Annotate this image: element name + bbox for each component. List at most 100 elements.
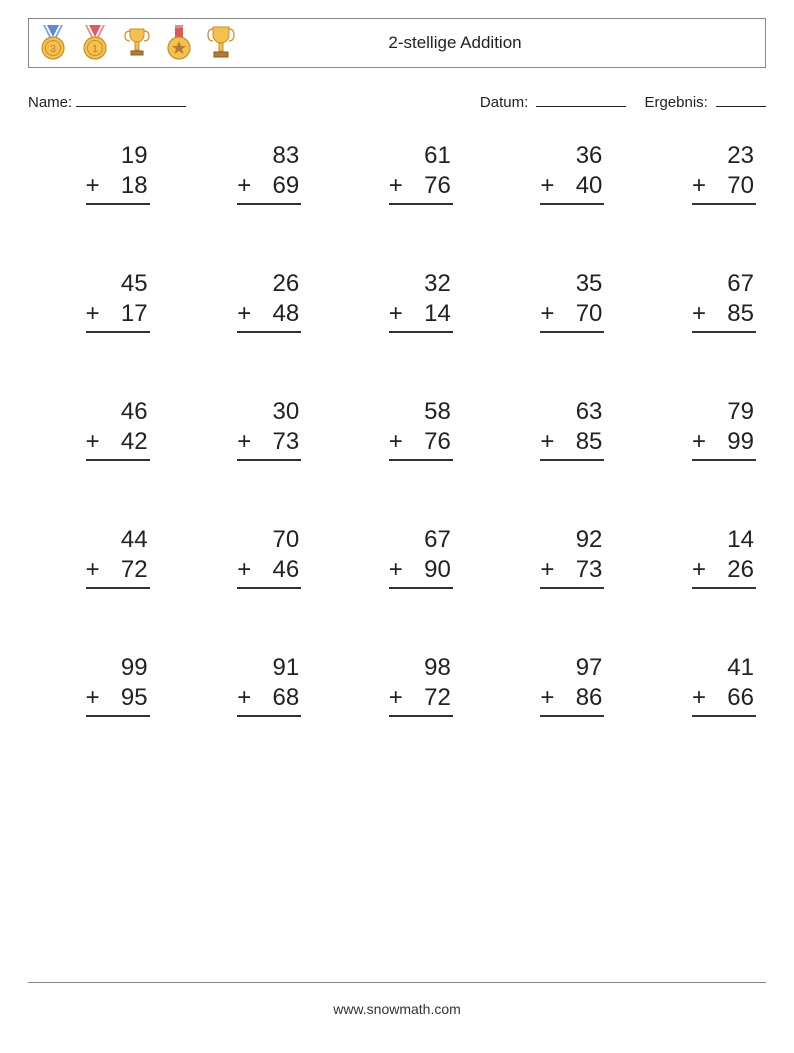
addend-bottom: 40 — [576, 171, 603, 201]
problem: 67+90 — [341, 525, 453, 589]
addend-bottom-row: +18 — [86, 171, 150, 205]
addend-bottom: 48 — [272, 299, 299, 329]
operator: + — [389, 683, 405, 713]
addend-top: 46 — [86, 397, 150, 427]
problem-inner: 99+95 — [86, 653, 150, 717]
addend-bottom-row: +66 — [692, 683, 756, 717]
addend-top: 99 — [86, 653, 150, 683]
problem-inner: 97+86 — [540, 653, 604, 717]
operator: + — [692, 299, 708, 329]
addend-top: 44 — [86, 525, 150, 555]
addend-bottom-row: +70 — [692, 171, 756, 205]
problem-inner: 32+14 — [389, 269, 453, 333]
problem-inner: 45+17 — [86, 269, 150, 333]
addend-top: 45 — [86, 269, 150, 299]
addend-bottom-row: +26 — [692, 555, 756, 589]
problem-inner: 91+68 — [237, 653, 301, 717]
problem: 23+70 — [644, 141, 756, 205]
addend-bottom: 73 — [272, 427, 299, 457]
addend-bottom-row: +14 — [389, 299, 453, 333]
medal-bronze-icon: 3 — [39, 25, 67, 61]
addend-bottom-row: +73 — [237, 427, 301, 461]
addend-top: 61 — [389, 141, 453, 171]
addend-top: 83 — [237, 141, 301, 171]
addend-top: 97 — [540, 653, 604, 683]
addend-bottom: 70 — [727, 171, 754, 201]
problem: 67+85 — [644, 269, 756, 333]
addend-bottom-row: +48 — [237, 299, 301, 333]
addend-bottom-row: +99 — [692, 427, 756, 461]
addend-bottom: 69 — [272, 171, 299, 201]
addend-top: 19 — [86, 141, 150, 171]
addend-top: 23 — [692, 141, 756, 171]
addend-bottom: 90 — [424, 555, 451, 585]
operator: + — [86, 555, 102, 585]
operator: + — [389, 427, 405, 457]
problem: 92+73 — [493, 525, 605, 589]
problem-inner: 63+85 — [540, 397, 604, 461]
addend-bottom: 18 — [121, 171, 148, 201]
problem-inner: 19+18 — [86, 141, 150, 205]
problem-inner: 58+76 — [389, 397, 453, 461]
problem-inner: 98+72 — [389, 653, 453, 717]
addend-bottom: 85 — [727, 299, 754, 329]
addend-bottom-row: +86 — [540, 683, 604, 717]
problem: 79+99 — [644, 397, 756, 461]
addend-top: 41 — [692, 653, 756, 683]
addend-bottom-row: +40 — [540, 171, 604, 205]
addend-bottom: 72 — [121, 555, 148, 585]
result-blank[interactable] — [716, 92, 766, 107]
problem: 45+17 — [38, 269, 150, 333]
addend-top: 98 — [389, 653, 453, 683]
date-blank[interactable] — [536, 92, 626, 107]
operator: + — [540, 683, 556, 713]
problem-inner: 67+85 — [692, 269, 756, 333]
problem-inner: 41+66 — [692, 653, 756, 717]
operator: + — [692, 171, 708, 201]
result-field: Ergebnis: — [644, 92, 766, 111]
addend-bottom-row: +72 — [389, 683, 453, 717]
name-blank[interactable] — [76, 92, 186, 107]
addend-top: 32 — [389, 269, 453, 299]
addend-bottom: 70 — [576, 299, 603, 329]
operator: + — [237, 171, 253, 201]
addend-top: 67 — [389, 525, 453, 555]
addend-top: 26 — [237, 269, 301, 299]
operator: + — [237, 683, 253, 713]
operator: + — [389, 555, 405, 585]
operator: + — [237, 427, 253, 457]
problem-inner: 70+46 — [237, 525, 301, 589]
addend-top: 63 — [540, 397, 604, 427]
result-label: Ergebnis: — [644, 94, 707, 111]
medal-number: 3 — [50, 44, 56, 55]
problem: 63+85 — [493, 397, 605, 461]
operator: + — [692, 683, 708, 713]
problem-inner: 36+40 — [540, 141, 604, 205]
addend-bottom: 17 — [121, 299, 148, 329]
operator: + — [389, 171, 405, 201]
addend-top: 91 — [237, 653, 301, 683]
problem-inner: 14+26 — [692, 525, 756, 589]
problems-grid: 19+1883+6961+7636+4023+7045+1726+4832+14… — [28, 141, 766, 717]
name-label: Name: — [28, 94, 72, 111]
addend-bottom: 42 — [121, 427, 148, 457]
addend-bottom-row: +46 — [237, 555, 301, 589]
medal-gold-icon: 1 — [81, 25, 109, 61]
info-row: Name: Datum: Ergebnis: — [28, 92, 766, 111]
operator: + — [86, 171, 102, 201]
problem: 26+48 — [190, 269, 302, 333]
addend-bottom-row: +85 — [692, 299, 756, 333]
problem: 32+14 — [341, 269, 453, 333]
problem-inner: 26+48 — [237, 269, 301, 333]
addend-bottom: 26 — [727, 555, 754, 585]
problem: 97+86 — [493, 653, 605, 717]
addend-bottom-row: +73 — [540, 555, 604, 589]
addend-top: 14 — [692, 525, 756, 555]
operator: + — [86, 683, 102, 713]
addend-bottom-row: +70 — [540, 299, 604, 333]
problem: 36+40 — [493, 141, 605, 205]
problem-inner: 44+72 — [86, 525, 150, 589]
header-box: 3 1 — [28, 18, 766, 68]
footer-divider — [28, 982, 766, 983]
addend-bottom: 76 — [424, 427, 451, 457]
